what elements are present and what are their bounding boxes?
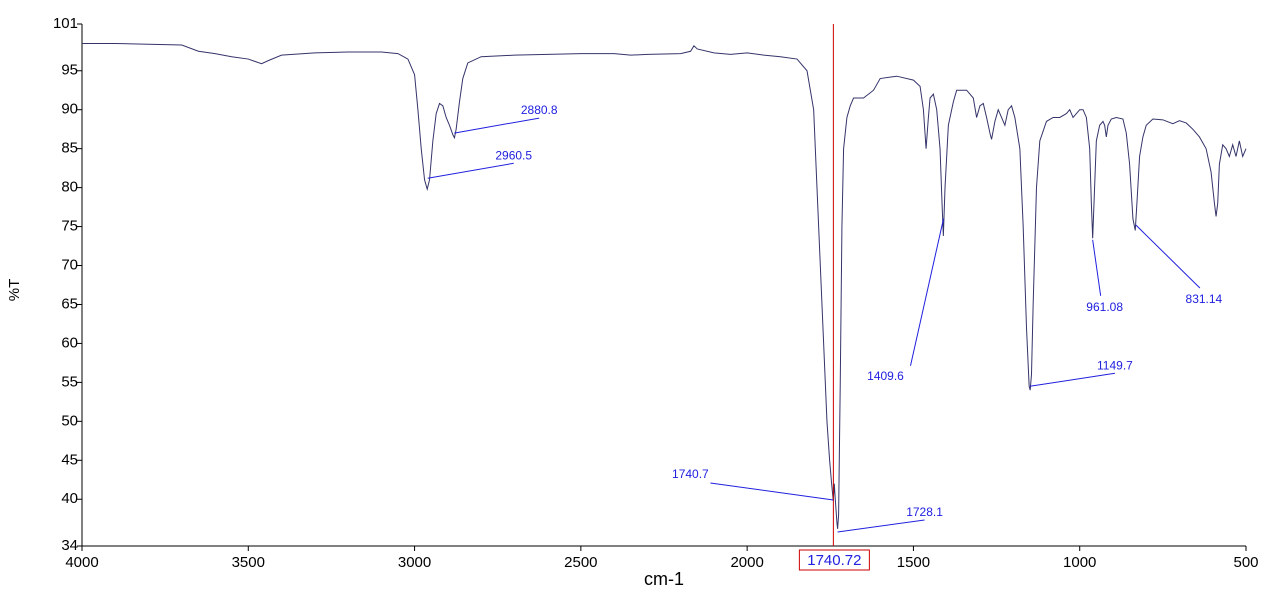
y-tick-label: 85 (61, 140, 78, 157)
peak-leader (1092, 239, 1102, 296)
peak-leader (1135, 224, 1201, 289)
x-tick-label: 3000 (398, 554, 431, 571)
peak-leader (1029, 372, 1116, 387)
y-tick-label: 90 (61, 101, 78, 118)
y-axis-label: %T (6, 279, 23, 302)
y-tick-label: 65 (61, 295, 78, 312)
cursor-label-box (798, 549, 870, 571)
y-tick-label: 70 (61, 256, 78, 273)
peak-label: 2960.5 (495, 148, 532, 162)
y-tick-label: 95 (61, 62, 78, 79)
peak-leader (710, 482, 834, 501)
peak-label: 1149.7 (1097, 358, 1133, 372)
y-tick-label: 34 (61, 537, 78, 554)
y-tick-label: 60 (61, 334, 78, 351)
x-tick-label: 2000 (730, 554, 763, 571)
x-tick-label: 4000 (65, 554, 98, 571)
y-tick-label: 40 (61, 490, 78, 507)
peak-leader (427, 162, 514, 179)
peak-label: 1740.7 (672, 467, 709, 481)
x-axis-label: cm-1 (644, 569, 684, 589)
y-tick-label: 101 (53, 15, 78, 32)
cursor-label: 1740.72 (807, 552, 861, 569)
peak-label: 2880.8 (521, 103, 558, 117)
peak-label: 961.08 (1086, 300, 1123, 314)
peak-label: 1728.1 (906, 505, 943, 519)
peak-label: 1409.6 (867, 369, 904, 383)
y-tick-label: 50 (61, 412, 78, 429)
x-tick-label: 3500 (232, 554, 265, 571)
x-tick-label: 2500 (564, 554, 597, 571)
peak-leader (837, 519, 925, 533)
x-tick-label: 1000 (1063, 554, 1096, 571)
peak-label: 831.14 (1186, 292, 1223, 306)
y-tick-label: 75 (61, 218, 78, 235)
x-tick-label: 1500 (897, 554, 930, 571)
spectrum-line (82, 42, 1247, 529)
x-tick-label: 500 (1233, 554, 1258, 571)
peak-leader (910, 218, 944, 366)
y-tick-label: 55 (61, 373, 78, 390)
peak-leader (454, 117, 540, 134)
y-tick-label: 80 (61, 179, 78, 196)
y-tick-label: 45 (61, 451, 78, 468)
